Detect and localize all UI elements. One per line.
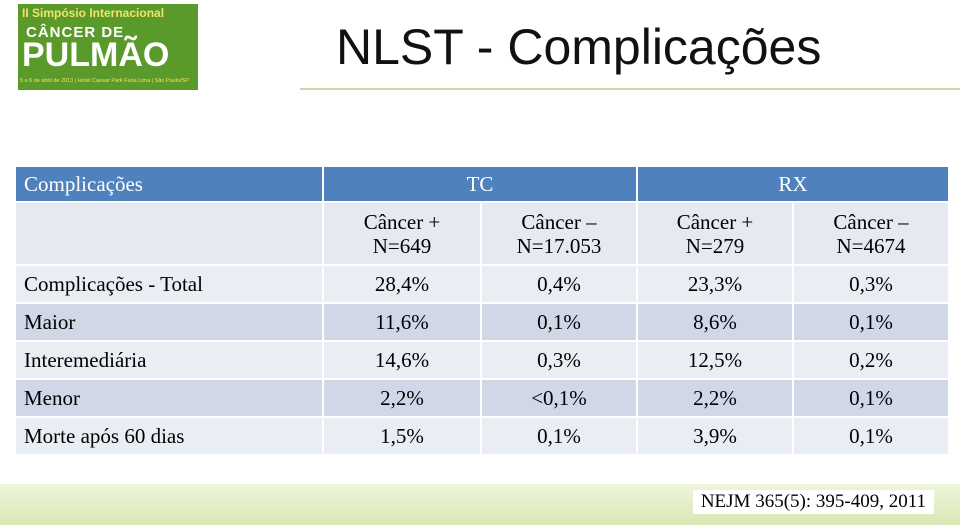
- table-row: Maior 11,6% 0,1% 8,6% 0,1%: [14, 302, 950, 342]
- table: Complicações TC RX Câncer + N=649 Câncer – N=1…: [14, 165, 950, 456]
- table-row: Menor 2,2% <0,1% 2,2% 0,1%: [14, 378, 950, 418]
- subheader-line: Câncer –: [833, 209, 909, 234]
- subheader-line: N=17.053: [516, 233, 602, 258]
- table-cell: 0,1%: [480, 302, 638, 342]
- row-label: Morte após 60 dias: [14, 416, 324, 456]
- logo-text: 5 e 6 de abril de 2013 | Hotel Caesar Pa…: [20, 78, 189, 84]
- subheader-cell: Câncer – N=4674: [792, 201, 950, 266]
- divider: [300, 88, 960, 90]
- subheader-cell: Câncer – N=17.053: [480, 201, 638, 266]
- subheader-line: Câncer –: [521, 209, 597, 234]
- row-label: Interemediária: [14, 340, 324, 380]
- header-cell: RX: [636, 165, 950, 203]
- logo-text: CÂNCER DE: [26, 24, 125, 41]
- table-cell: 11,6%: [322, 302, 482, 342]
- table-row: Interemediária 14,6% 0,3% 12,5% 0,2%: [14, 340, 950, 380]
- table-cell: <0,1%: [480, 378, 638, 418]
- subheader-line: N=279: [685, 233, 745, 258]
- row-label: Menor: [14, 378, 324, 418]
- table-cell: 0,1%: [792, 416, 950, 456]
- logo-text: II Simpósio Internacional: [22, 6, 165, 20]
- table-cell: 1,5%: [322, 416, 482, 456]
- header-row: Complicações TC RX: [14, 165, 950, 203]
- logo-text: PULMÃO: [22, 36, 170, 74]
- subheader-cell: Câncer + N=279: [636, 201, 794, 266]
- header-cell: TC: [322, 165, 638, 203]
- table-body: Complicações TC RX Câncer + N=649 Câncer – N=1…: [14, 165, 950, 456]
- table-cell: 0,1%: [792, 302, 950, 342]
- subheader-line: Câncer +: [676, 209, 754, 234]
- table-cell: 23,3%: [636, 264, 794, 304]
- table-cell: 12,5%: [636, 340, 794, 380]
- table-cell: 0,3%: [480, 340, 638, 380]
- table-cell: 0,4%: [480, 264, 638, 304]
- row-label: Complicações - Total: [14, 264, 324, 304]
- subheader-line: Câncer +: [363, 209, 441, 234]
- table-cell: 28,4%: [322, 264, 482, 304]
- logo: II Simpósio Internacional CÂNCER DE PULM…: [18, 4, 198, 90]
- table-row: Morte após 60 dias 1,5% 0,1% 3,9% 0,1%: [14, 416, 950, 456]
- subheader-line: N=4674: [836, 233, 906, 258]
- subheader-cell: [14, 201, 324, 266]
- table-cell: 0,3%: [792, 264, 950, 304]
- table-cell: 8,6%: [636, 302, 794, 342]
- reference: NEJM 365(5): 395-409, 2011: [692, 490, 934, 514]
- table-cell: 2,2%: [322, 378, 482, 418]
- title: NLST - Complicações: [336, 19, 822, 75]
- subheader-line: N=649: [372, 233, 432, 258]
- table-cell: 2,2%: [636, 378, 794, 418]
- subheader-row: Câncer + N=649 Câncer – N=17.053 Câncer + N=2…: [14, 201, 950, 266]
- table-cell: 0,2%: [792, 340, 950, 380]
- table-cell: 0,1%: [480, 416, 638, 456]
- header-cell: Complicações: [14, 165, 324, 203]
- table-cell: 3,9%: [636, 416, 794, 456]
- table-cell: 0,1%: [792, 378, 950, 418]
- table-row: Complicações - Total 28,4% 0,4% 23,3% 0,3%: [14, 264, 950, 304]
- subheader-cell: Câncer + N=649: [322, 201, 482, 266]
- row-label: Maior: [14, 302, 324, 342]
- table-cell: 14,6%: [322, 340, 482, 380]
